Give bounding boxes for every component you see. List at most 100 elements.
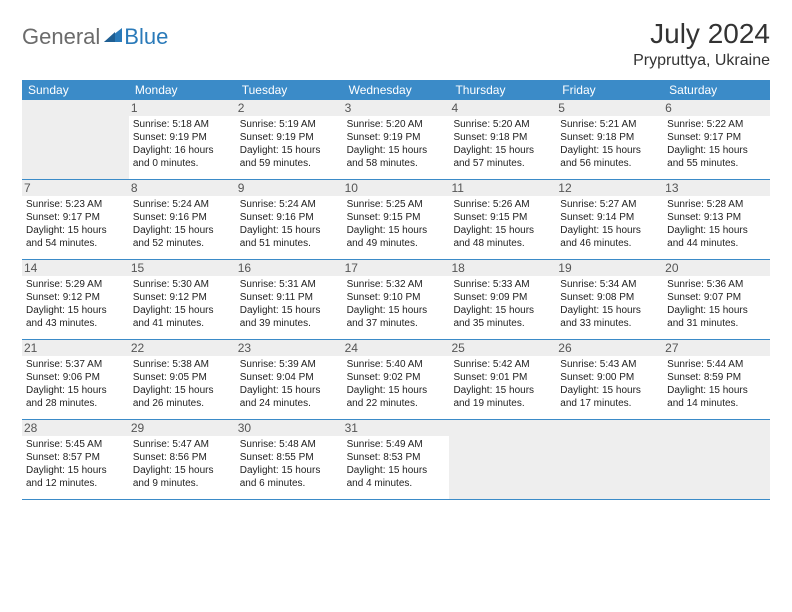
daylight-text: Daylight: 15 hours and 56 minutes. xyxy=(560,144,659,170)
sunset-text: Sunset: 9:17 PM xyxy=(26,211,125,224)
sunset-text: Sunset: 9:11 PM xyxy=(240,291,339,304)
day-cell: 3Sunrise: 5:20 AMSunset: 9:19 PMDaylight… xyxy=(343,100,450,179)
day-number: 4 xyxy=(449,100,556,116)
logo: General Blue xyxy=(22,24,168,50)
daylight-text: Daylight: 15 hours and 19 minutes. xyxy=(453,384,552,410)
sunrise-text: Sunrise: 5:29 AM xyxy=(26,278,125,291)
sunset-text: Sunset: 9:16 PM xyxy=(240,211,339,224)
sunrise-text: Sunrise: 5:40 AM xyxy=(347,358,446,371)
logo-text-general: General xyxy=(22,24,100,50)
sunset-text: Sunset: 9:00 PM xyxy=(560,371,659,384)
day-number: 17 xyxy=(343,260,450,276)
week-row: 7Sunrise: 5:23 AMSunset: 9:17 PMDaylight… xyxy=(22,180,770,260)
day-number: 21 xyxy=(22,340,129,356)
sunrise-text: Sunrise: 5:37 AM xyxy=(26,358,125,371)
daylight-text: Daylight: 15 hours and 57 minutes. xyxy=(453,144,552,170)
day-cell: 5 Sunrise: 5:21 AMSunset: 9:18 PMDaylight… xyxy=(556,100,663,179)
day-number: 1 xyxy=(129,100,236,116)
day-number: 24 xyxy=(343,340,450,356)
day-cell: 15Sunrise: 5:30 AMSunset: 9:12 PMDayligh… xyxy=(129,260,236,339)
sunrise-text: Sunrise: 5:23 AM xyxy=(26,198,125,211)
sunrise-text: Sunrise: 5:25 AM xyxy=(347,198,446,211)
sunrise-text: Sunrise: 5:49 AM xyxy=(347,438,446,451)
sunrise-text: Sunrise: 5:45 AM xyxy=(26,438,125,451)
sunset-text: Sunset: 9:05 PM xyxy=(133,371,232,384)
day-cell: 28Sunrise: 5:45 AMSunset: 8:57 PMDayligh… xyxy=(22,420,129,499)
week-row: 1Sunrise: 5:18 AMSunset: 9:19 PMDaylight… xyxy=(22,100,770,180)
day-number: 18 xyxy=(449,260,556,276)
day-number: 12 xyxy=(556,180,663,196)
day-number: 5 xyxy=(556,100,663,116)
sunset-text: Sunset: 9:13 PM xyxy=(667,211,766,224)
sunset-text: Sunset: 9:10 PM xyxy=(347,291,446,304)
day-cell: 29Sunrise: 5:47 AMSunset: 8:56 PMDayligh… xyxy=(129,420,236,499)
day-cell: 18Sunrise: 5:33 AMSunset: 9:09 PMDayligh… xyxy=(449,260,556,339)
day-number: 16 xyxy=(236,260,343,276)
day-number: 26 xyxy=(556,340,663,356)
sunset-text: Sunset: 9:09 PM xyxy=(453,291,552,304)
sunset-text: Sunset: 9:16 PM xyxy=(133,211,232,224)
daylight-text: Daylight: 15 hours and 54 minutes. xyxy=(26,224,125,250)
page-header: General Blue July 2024 Prypruttya, Ukrai… xyxy=(22,18,770,70)
day-number: 2 xyxy=(236,100,343,116)
logo-triangle-icon xyxy=(104,26,122,47)
day-cell: 6Sunrise: 5:22 AMSunset: 9:17 PMDaylight… xyxy=(663,100,770,179)
sunset-text: Sunset: 9:18 PM xyxy=(453,131,552,144)
day-cell: 10 Sunrise: 5:25 AMSunset: 9:15 PMDayligh… xyxy=(343,180,450,259)
daylight-text: Daylight: 15 hours and 46 minutes. xyxy=(560,224,659,250)
day-cell: 12Sunrise: 5:27 AMSunset: 9:14 PMDayligh… xyxy=(556,180,663,259)
day-number: 10 xyxy=(343,180,450,196)
day-cell xyxy=(449,420,556,499)
week-row: 28Sunrise: 5:45 AMSunset: 8:57 PMDayligh… xyxy=(22,420,770,500)
sunset-text: Sunset: 9:04 PM xyxy=(240,371,339,384)
day-number: 3 xyxy=(343,100,450,116)
day-number: 27 xyxy=(663,340,770,356)
day-header: Saturday xyxy=(663,80,770,100)
sunset-text: Sunset: 9:08 PM xyxy=(560,291,659,304)
day-number: 28 xyxy=(22,420,129,436)
day-cell: 17 Sunrise: 5:32 AMSunset: 9:10 PMDayligh… xyxy=(343,260,450,339)
daylight-text: Daylight: 15 hours and 26 minutes. xyxy=(133,384,232,410)
week-row: 21Sunrise: 5:37 AMSunset: 9:06 PMDayligh… xyxy=(22,340,770,420)
sunrise-text: Sunrise: 5:24 AM xyxy=(133,198,232,211)
sunrise-text: Sunrise: 5:47 AM xyxy=(133,438,232,451)
sunrise-text: Sunrise: 5:39 AM xyxy=(240,358,339,371)
day-number: 13 xyxy=(663,180,770,196)
sunrise-text: Sunrise: 5:21 AM xyxy=(560,118,659,131)
daylight-text: Daylight: 15 hours and 9 minutes. xyxy=(133,464,232,490)
day-number: 11 xyxy=(449,180,556,196)
sunset-text: Sunset: 9:19 PM xyxy=(240,131,339,144)
day-number: 6 xyxy=(663,100,770,116)
daylight-text: Daylight: 15 hours and 51 minutes. xyxy=(240,224,339,250)
sunrise-text: Sunrise: 5:31 AM xyxy=(240,278,339,291)
day-number: 25 xyxy=(449,340,556,356)
day-cell: 31Sunrise: 5:49 AMSunset: 8:53 PMDayligh… xyxy=(343,420,450,499)
sunrise-text: Sunrise: 5:42 AM xyxy=(453,358,552,371)
title-block: July 2024 Prypruttya, Ukraine xyxy=(633,18,770,70)
day-cell xyxy=(556,420,663,499)
day-number: 23 xyxy=(236,340,343,356)
day-number: 14 xyxy=(22,260,129,276)
sunrise-text: Sunrise: 5:26 AM xyxy=(453,198,552,211)
daylight-text: Daylight: 15 hours and 22 minutes. xyxy=(347,384,446,410)
day-cell: 25Sunrise: 5:42 AMSunset: 9:01 PMDayligh… xyxy=(449,340,556,419)
daylight-text: Daylight: 15 hours and 44 minutes. xyxy=(667,224,766,250)
sunset-text: Sunset: 9:18 PM xyxy=(560,131,659,144)
sunset-text: Sunset: 9:07 PM xyxy=(667,291,766,304)
sunset-text: Sunset: 9:19 PM xyxy=(133,131,232,144)
daylight-text: Daylight: 15 hours and 17 minutes. xyxy=(560,384,659,410)
sunset-text: Sunset: 9:15 PM xyxy=(347,211,446,224)
month-title: July 2024 xyxy=(633,18,770,50)
daylight-text: Daylight: 15 hours and 37 minutes. xyxy=(347,304,446,330)
location-label: Prypruttya, Ukraine xyxy=(633,52,770,70)
daylight-text: Daylight: 15 hours and 28 minutes. xyxy=(26,384,125,410)
daylight-text: Daylight: 15 hours and 6 minutes. xyxy=(240,464,339,490)
daylight-text: Daylight: 15 hours and 52 minutes. xyxy=(133,224,232,250)
sunrise-text: Sunrise: 5:48 AM xyxy=(240,438,339,451)
daylight-text: Daylight: 15 hours and 58 minutes. xyxy=(347,144,446,170)
daylight-text: Daylight: 15 hours and 39 minutes. xyxy=(240,304,339,330)
weeks-container: 1Sunrise: 5:18 AMSunset: 9:19 PMDaylight… xyxy=(22,100,770,500)
sunrise-text: Sunrise: 5:32 AM xyxy=(347,278,446,291)
daylight-text: Daylight: 15 hours and 49 minutes. xyxy=(347,224,446,250)
sunrise-text: Sunrise: 5:22 AM xyxy=(667,118,766,131)
